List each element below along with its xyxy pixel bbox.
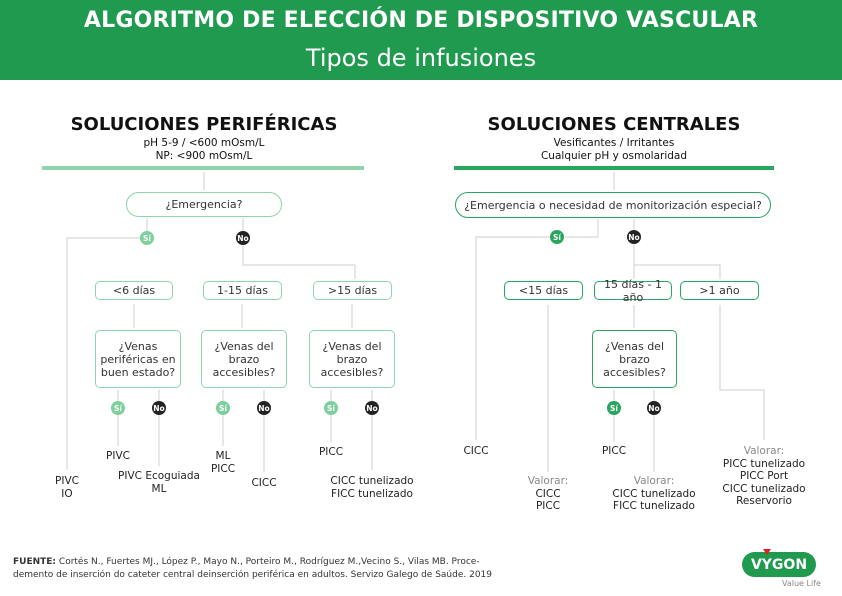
no-badge: No: [257, 401, 271, 415]
result-line: ML: [151, 482, 167, 495]
no-badge: No: [365, 401, 379, 415]
header-banner: ALGORITMO DE ELECCIÓN DE DISPOSITIVO VAS…: [0, 0, 842, 80]
right-criteria-2: Cualquier pH y osmolaridad: [540, 150, 688, 162]
left-emergency-result: PIVC IO: [55, 475, 79, 500]
left-section-title: SOLUCIONES PERIFÉRICAS: [70, 114, 338, 135]
result-text: PIVC Ecoguiada: [118, 470, 200, 482]
result: Valorar: PICC tunelizado PICC Port CICC tun…: [722, 445, 805, 508]
result-line: PICC Port: [739, 470, 789, 482]
result-line: CICC tunelizado: [330, 475, 414, 487]
result-line: PICC: [210, 462, 236, 475]
right-emergency-no: No: [627, 230, 641, 244]
result: PICC: [601, 445, 627, 457]
source-text-2: demento de inserción do cateter central …: [13, 570, 493, 580]
result: CICC tunelizado FICC tunelizado: [330, 475, 413, 500]
result: ML PICC: [211, 450, 235, 475]
duration-box: 1-15 días: [203, 281, 282, 300]
question-box: ¿Venas del brazo accesibles?: [309, 330, 395, 388]
logo-triangle-icon: [763, 549, 771, 555]
no-badge: No: [647, 401, 661, 415]
result-line: FICC tunelizado: [613, 500, 695, 512]
result: Valorar: CICC tunelizado FICC tunelizado: [612, 475, 695, 513]
yes-badge: Sí: [607, 401, 621, 415]
result-label: Valorar:: [527, 475, 569, 487]
source-text: Cortés N., Fuertes MJ., López P., Mayo N…: [58, 557, 480, 567]
yes-badge: Sí: [324, 401, 338, 415]
question-box: ¿Venas del brazo accesibles?: [201, 330, 287, 388]
duration-box: >1 año: [680, 281, 759, 300]
result-line: CICC: [535, 487, 561, 500]
result: PIVC: [106, 450, 130, 462]
right-emergency-question: ¿Emergencia o necesidad de monitorizació…: [455, 192, 771, 218]
result: CICC: [251, 477, 277, 489]
left-emergency-no: No: [236, 231, 250, 245]
page-title: ALGORITMO DE ELECCIÓN DE DISPOSITIVO VAS…: [83, 8, 759, 33]
result-line: PICC tunelizado: [722, 457, 806, 470]
result-label: Valorar:: [633, 475, 675, 487]
yes-badge: Sí: [111, 401, 125, 415]
result-line: PICC: [535, 500, 561, 512]
duration-box: <6 días: [95, 281, 173, 300]
result-line: IO: [61, 487, 73, 500]
left-criteria: pH 5-9 / <600 mOsm/L NP: <900 mOsm/L: [143, 137, 264, 163]
source-citation: FUENTE: Cortés N., Fuertes MJ., López P.…: [13, 556, 492, 582]
right-emergency-result: CICC: [463, 445, 489, 457]
result-line: PIVC: [55, 475, 79, 487]
source-label: FUENTE:: [13, 557, 57, 567]
duration-box: 15 días - 1 año: [594, 278, 672, 304]
right-criteria-1: Vesificantes / Irritantes: [553, 137, 675, 149]
result-line: FICC tunelizado: [331, 487, 413, 500]
result: PIVC Ecoguiada ML: [118, 470, 200, 495]
logo-tagline: Value Life: [782, 579, 821, 588]
page-subtitle: Tipos de infusiones: [305, 44, 537, 72]
result-line: Reservorio: [736, 495, 792, 507]
result-label: Valorar:: [743, 445, 785, 457]
question-box: ¿Venas periféricas en buen estado?: [95, 330, 181, 388]
result: Valorar: CICC PICC: [528, 475, 569, 513]
result-line: CICC tunelizado: [722, 482, 806, 495]
duration-box: <15 días: [504, 281, 583, 300]
right-emergency-yes: Sí: [550, 230, 564, 244]
result: PICC: [318, 446, 344, 458]
result-line: CICC tunelizado: [612, 487, 696, 500]
vygon-logo: VYGON: [742, 552, 816, 577]
question-box: ¿Venas del brazo accesibles?: [592, 330, 677, 388]
yes-badge: Sí: [216, 401, 230, 415]
result-line: PIVC Ecoguiada: [118, 470, 200, 483]
right-criteria: Vesificantes / Irritantes Cualquier pH y …: [541, 137, 687, 163]
left-emergency-yes: Sí: [140, 231, 154, 245]
left-divider-bar: [42, 166, 364, 170]
right-divider-bar: [454, 166, 774, 170]
duration-box: >15 días: [313, 281, 392, 300]
result-line: ML: [215, 450, 231, 462]
left-emergency-question: ¿Emergencia?: [126, 192, 282, 217]
no-badge: No: [152, 401, 166, 415]
right-section-title: SOLUCIONES CENTRALES: [487, 114, 741, 135]
left-criteria-1: pH 5-9 / <600 mOsm/L: [143, 137, 265, 149]
left-criteria-2: NP: <900 mOsm/L: [155, 150, 253, 162]
